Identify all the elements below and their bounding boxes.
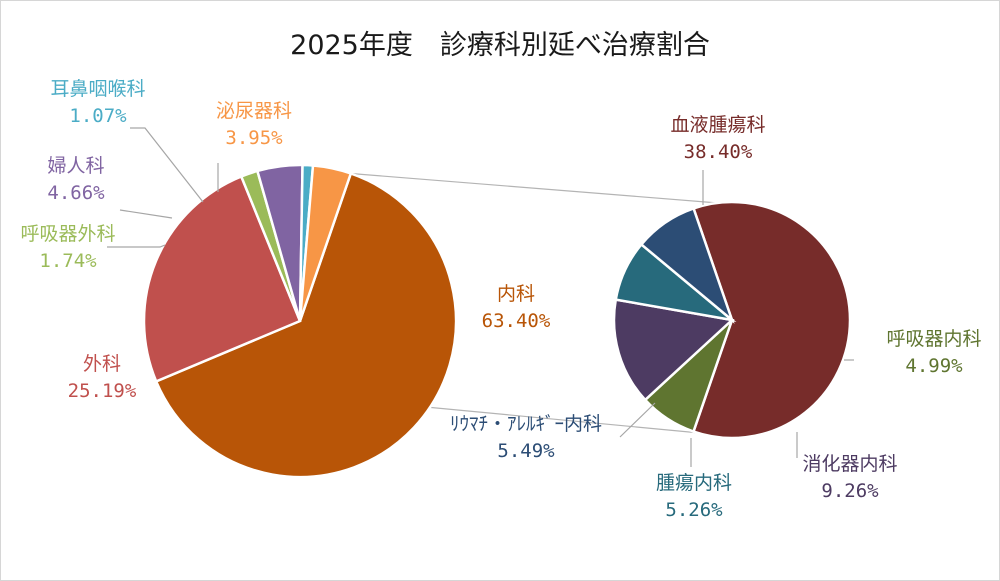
label-name-shokaki: 消化器内科 xyxy=(802,453,897,475)
slice-ketsueki xyxy=(691,200,852,440)
label-name-kokyuki_naika: 呼吸器内科 xyxy=(886,328,981,350)
label-name-hinyoki: 泌尿器科 xyxy=(216,100,292,122)
data-labels: 内科 63.40% 外科 25.19% 呼吸器外科 1.74% 婦人科 4.66% 耳鼻咽喉科 1… xyxy=(20,78,981,521)
label-value-naika: 63.40% xyxy=(482,310,551,332)
label-name-jibika: 耳鼻咽喉科 xyxy=(50,78,145,100)
label-name-kokyuki_geka: 呼吸器外科 xyxy=(20,223,115,245)
leader-kokyuki_geka xyxy=(107,244,166,248)
leader-jibika xyxy=(130,127,204,203)
leader-allergy xyxy=(619,402,656,438)
label-name-allergy: ﾘｳﾏﾁ・ｱﾚﾙｷﾞｰ内科 xyxy=(450,413,602,435)
label-value-shuyo: 5.26% xyxy=(665,499,723,521)
label-value-hinyoki: 3.95% xyxy=(225,127,283,149)
label-name-shuyo: 腫瘍内科 xyxy=(656,472,732,494)
label-value-shokaki: 9.26% xyxy=(821,480,879,502)
label-value-kokyuki_naika: 4.99% xyxy=(905,355,963,377)
chart-title: 2025年度 診療科別延べ治療割合 xyxy=(290,30,710,61)
leader-fujinka xyxy=(119,209,173,219)
label-value-kokyuki_geka: 1.74% xyxy=(39,250,97,272)
slice-shokaki xyxy=(612,298,735,402)
slice-naika xyxy=(154,171,458,479)
label-value-jibika: 1.07% xyxy=(69,105,127,127)
leader-lines xyxy=(107,127,854,467)
label-name-fujinka: 婦人科 xyxy=(47,155,104,177)
main-pie xyxy=(142,163,458,479)
label-value-fujinka: 4.66% xyxy=(47,182,105,204)
slice-hinyoki xyxy=(298,164,353,322)
label-name-geka: 外科 xyxy=(83,353,121,375)
label-name-naika: 内科 xyxy=(497,283,535,305)
label-name-ketsueki: 血液腫瘍科 xyxy=(670,114,765,136)
secondary-pie xyxy=(612,200,852,440)
label-value-geka: 25.19% xyxy=(68,380,137,402)
connector-top xyxy=(350,172,719,204)
label-value-allergy: 5.49% xyxy=(497,440,555,462)
label-value-ketsueki: 38.40% xyxy=(684,141,753,163)
slice-allergy xyxy=(639,206,735,324)
